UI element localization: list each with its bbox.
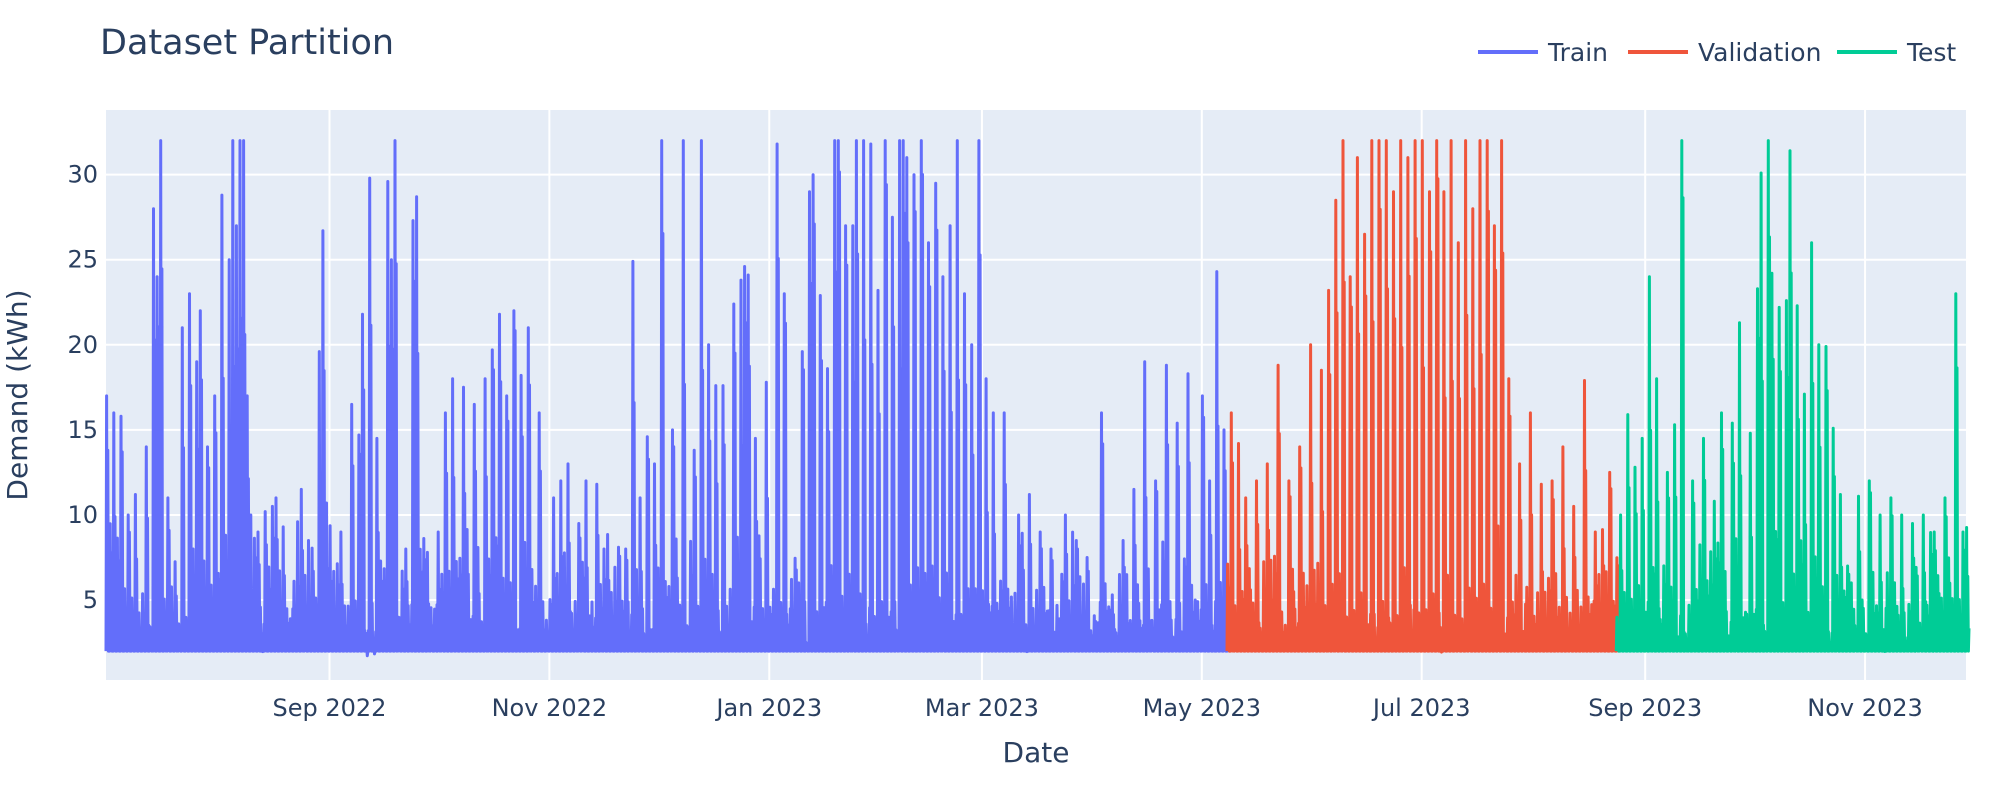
x-tick-label: Mar 2023 <box>925 694 1039 722</box>
x-tick-label: May 2023 <box>1143 694 1261 722</box>
series-line-validation <box>1225 139 1621 654</box>
y-tick-label: 15 <box>67 416 98 444</box>
legend-label-validation: Validation <box>1698 38 1821 67</box>
y-tick-label: 25 <box>67 246 98 274</box>
x-axis-title: Date <box>1003 736 1070 769</box>
x-tick-label: Nov 2023 <box>1807 694 1923 722</box>
legend: Train Validation Test <box>1478 38 1956 67</box>
series-line-test <box>1614 139 1971 653</box>
series-line-train <box>104 139 1232 658</box>
legend-label-test: Test <box>1906 38 1956 67</box>
legend-label-train: Train <box>1547 38 1608 67</box>
y-tick-label: 5 <box>83 586 98 614</box>
chart-title: Dataset Partition <box>100 23 394 63</box>
x-axis-ticks: Sep 2022 Nov 2022 Jan 2023 Mar 2023 May 2023… <box>273 694 1923 722</box>
y-tick-label: 30 <box>67 161 98 189</box>
y-tick-label: 20 <box>67 331 98 359</box>
y-tick-label: 10 <box>67 501 98 529</box>
x-tick-label: Jan 2023 <box>714 694 822 722</box>
y-axis-ticks: 5 10 15 20 25 30 <box>67 161 98 614</box>
y-axis-title: Demand (kWh) <box>1 289 34 500</box>
x-tick-label: Sep 2023 <box>1588 694 1702 722</box>
x-tick-label: Jul 2023 <box>1371 694 1471 722</box>
x-tick-label: Sep 2022 <box>273 694 387 722</box>
x-tick-label: Nov 2022 <box>492 694 608 722</box>
series-layer <box>104 139 1971 658</box>
